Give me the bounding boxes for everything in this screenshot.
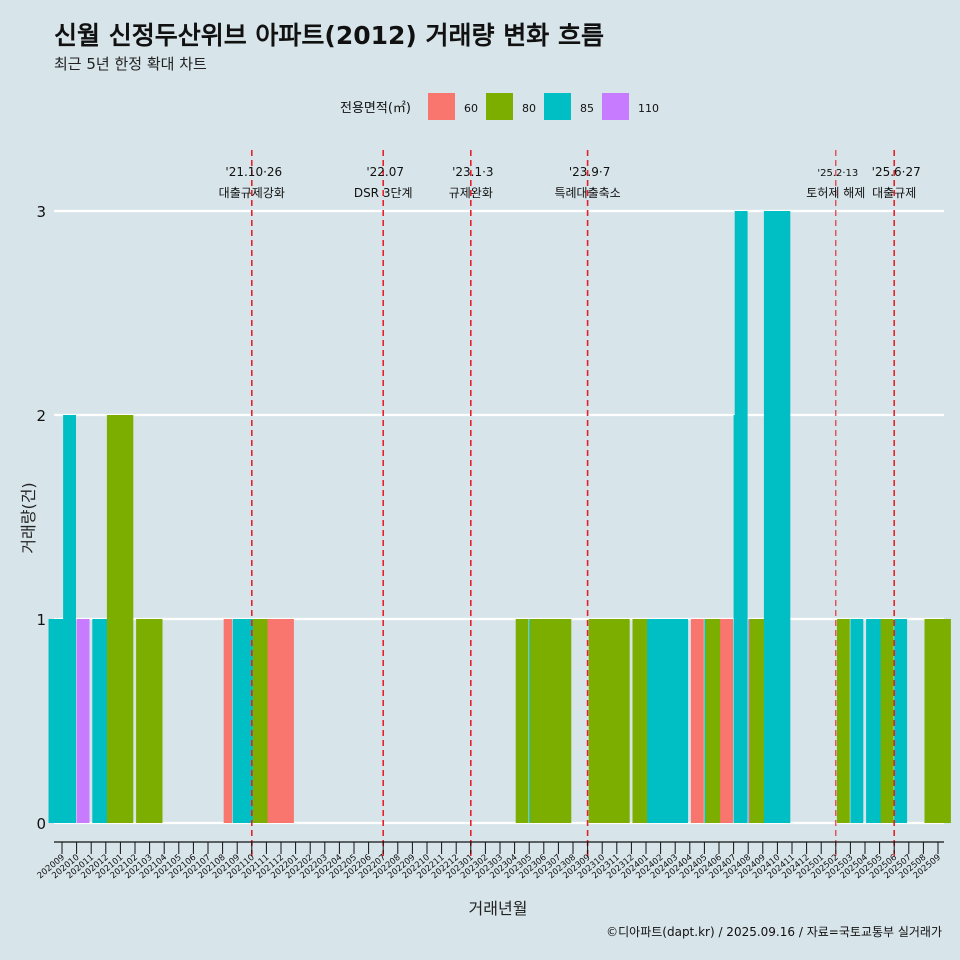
bar-202503-85	[850, 619, 864, 823]
annotation-text-202110: 대출규제강화	[219, 186, 285, 200]
y-axis-title: 거래량(건)	[19, 482, 38, 553]
x-axis-title: 거래년월	[469, 899, 528, 918]
bar-202407-60	[720, 619, 733, 823]
annotation-layer: '21.10·26 대출규제강화 '22.07 DSR 3단계 '23.1·3 규제완화 '…	[219, 150, 921, 860]
legend: 전용면적(㎡) 60 80 85 110	[340, 93, 659, 120]
bar-202103-80	[136, 619, 163, 823]
annotation-date-202506: '25.6·27	[872, 165, 921, 179]
annotation-text-202506: 대출규제	[872, 186, 916, 200]
chart-title: 신월 신정두산위브 아파트(2012) 거래량 변화 흐름	[54, 21, 604, 50]
bar-202109-85	[232, 619, 242, 823]
legend-key-85	[544, 93, 571, 120]
legend-label-110: 110	[638, 102, 659, 115]
annotation-text-202207: DSR 3단계	[354, 186, 413, 200]
bar-202506-85	[894, 619, 908, 823]
legend-label-80: 80	[522, 102, 536, 115]
y-axis: 0 1 2 3	[36, 203, 46, 833]
annotation-date-202110: '21.10·26	[225, 165, 282, 179]
annotation-text-202301: 규제완화	[449, 186, 493, 200]
bar-202506-80	[880, 619, 894, 823]
bar-202403-85	[661, 619, 689, 823]
chart-caption: ©디아파트(dapt.kr) / 2025.09.16 / 자료=국토교통부 실…	[606, 925, 942, 939]
bar-202410-85	[763, 211, 791, 823]
gridlines	[54, 209, 944, 825]
bar-202311-80	[603, 619, 630, 823]
bar-202112-60	[267, 619, 294, 823]
legend-label-85: 85	[580, 102, 594, 115]
bar-202503-80	[836, 619, 850, 823]
annotation-date-202309: '23.9·7	[569, 165, 610, 179]
legend-key-80	[486, 93, 513, 120]
annotation-date-202502: '25.2·13	[817, 168, 858, 179]
annotation-text-202309: 특례대출축소	[554, 186, 620, 200]
bar-202307-80	[544, 619, 572, 823]
legend-key-60	[428, 93, 455, 120]
bar-202109-60	[223, 619, 233, 823]
bar-202408-85	[734, 211, 748, 823]
y-tick-label-0: 0	[36, 815, 46, 833]
bar-202405-60	[690, 619, 704, 823]
legend-title: 전용면적(㎡)	[340, 101, 411, 116]
x-axis: 2020092020102020112020122021012021022021…	[36, 841, 944, 881]
y-tick-label-3: 3	[36, 203, 46, 221]
legend-label-60: 60	[464, 102, 478, 115]
annotation-date-202301: '23.1·3	[452, 165, 493, 179]
bar-202305-80	[515, 619, 529, 823]
bar-202010-110	[76, 619, 90, 823]
annotation-text-202502: 토허제 해제	[806, 186, 865, 200]
bar-202010-85	[63, 415, 76, 823]
annotation-date-202207: '22.07	[366, 165, 404, 179]
legend-key-110	[602, 93, 629, 120]
y-tick-label-1: 1	[36, 611, 46, 629]
chart-subtitle: 최근 5년 한정 확대 차트	[54, 55, 207, 73]
bar-202509-80	[924, 619, 951, 823]
bar-layer	[48, 211, 951, 823]
bar-202101-80	[106, 415, 134, 823]
y-tick-label-2: 2	[36, 407, 46, 425]
